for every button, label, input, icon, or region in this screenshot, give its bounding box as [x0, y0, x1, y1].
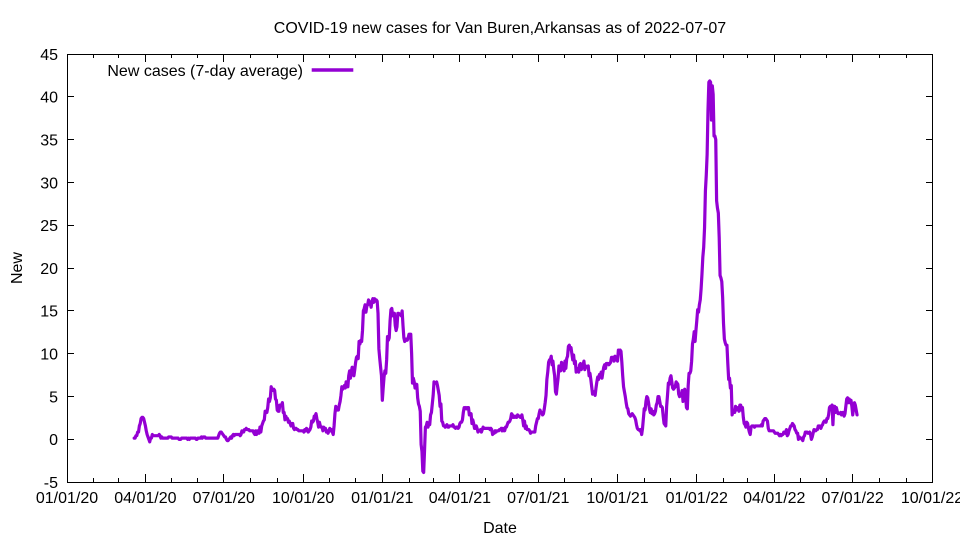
svg-text:5: 5: [49, 389, 58, 406]
svg-text:30: 30: [40, 175, 58, 192]
svg-text:New: New: [9, 252, 26, 284]
svg-text:-5: -5: [44, 475, 58, 492]
svg-text:45: 45: [40, 47, 58, 64]
svg-text:10/01/21: 10/01/21: [586, 490, 648, 507]
svg-text:01/01/21: 01/01/21: [351, 490, 413, 507]
svg-text:04/01/20: 04/01/20: [114, 490, 176, 507]
svg-text:04/01/22: 04/01/22: [743, 490, 805, 507]
svg-text:0: 0: [49, 432, 58, 449]
svg-text:01/01/20: 01/01/20: [36, 490, 98, 507]
svg-text:Date: Date: [483, 520, 517, 537]
svg-text:COVID-19 new cases for Van Bur: COVID-19 new cases for Van Buren,Arkansa…: [274, 20, 726, 37]
svg-text:20: 20: [40, 261, 58, 278]
svg-text:35: 35: [40, 132, 58, 149]
svg-text:07/01/20: 07/01/20: [193, 490, 255, 507]
svg-text:15: 15: [40, 304, 58, 321]
svg-text:10/01/22: 10/01/22: [901, 490, 960, 507]
svg-text:01/01/22: 01/01/22: [666, 490, 728, 507]
svg-text:07/01/21: 07/01/21: [507, 490, 569, 507]
svg-text:10: 10: [40, 347, 58, 364]
svg-text:25: 25: [40, 218, 58, 235]
svg-text:04/01/21: 04/01/21: [429, 490, 491, 507]
svg-text:07/01/22: 07/01/22: [822, 490, 884, 507]
svg-text:40: 40: [40, 90, 58, 107]
svg-text:New cases (7-day average): New cases (7-day average): [107, 63, 303, 80]
svg-text:10/01/20: 10/01/20: [272, 490, 334, 507]
